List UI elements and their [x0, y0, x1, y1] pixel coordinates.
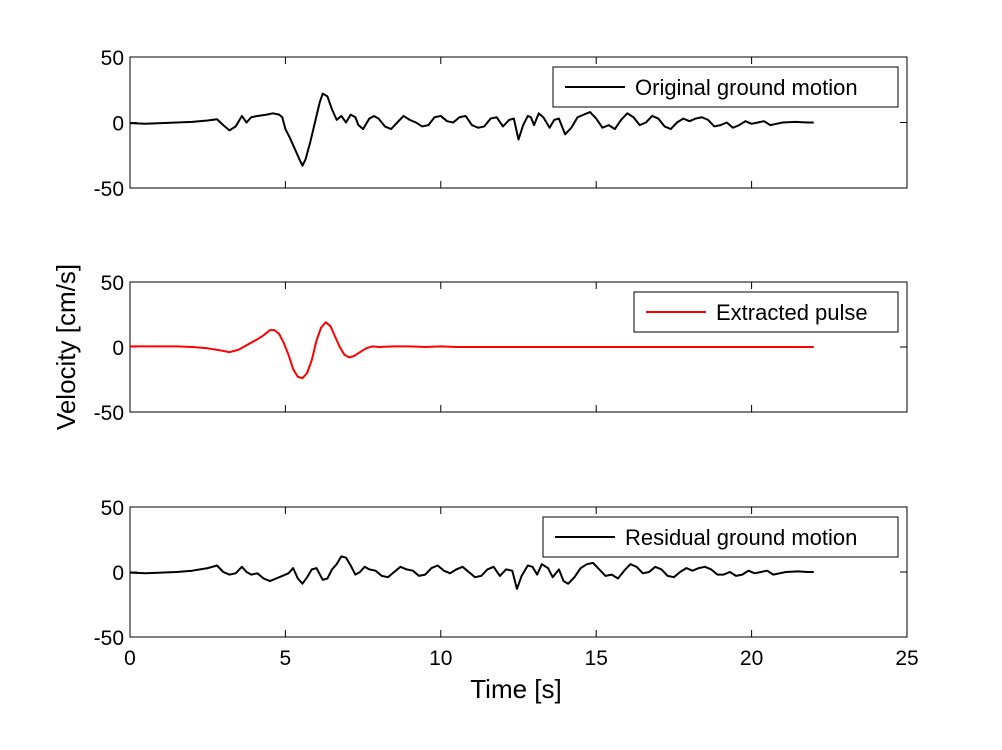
x-tick-label: 15 [585, 647, 608, 670]
y-axis-label: Velocity [cm/s] [51, 264, 81, 430]
y-tick-label: 50 [101, 272, 124, 295]
panel-original: -50 0 50 Original ground motion [94, 47, 908, 201]
x-tick-label: 0 [124, 647, 136, 670]
legend-label: Residual ground motion [625, 525, 857, 550]
x-tick-label: 10 [429, 647, 452, 670]
legend-label: Original ground motion [635, 75, 858, 100]
legend-original: Original ground motion [552, 66, 899, 108]
legend-pulse: Extracted pulse [633, 291, 899, 333]
y-tick-label: 50 [101, 497, 124, 520]
x-tick-label: 20 [740, 647, 763, 670]
y-tick-label: -50 [94, 178, 124, 201]
y-tick-label: 0 [112, 337, 124, 360]
x-tick-label: 25 [895, 647, 918, 670]
series-line-original [129, 92, 814, 167]
y-tick-label: -50 [94, 627, 124, 650]
y-tick-label: 0 [112, 562, 124, 585]
series-line-residual [129, 555, 814, 590]
x-axis-label: Time [s] [470, 674, 561, 704]
legend-residual: Residual ground motion [542, 516, 899, 558]
y-tick-label: 0 [112, 113, 124, 136]
x-tick-label: 5 [280, 647, 292, 670]
y-tick-label: 50 [101, 47, 124, 70]
panel-pulse: -50 0 50 Extracted pulse [94, 272, 908, 425]
legend-label: Extracted pulse [716, 300, 868, 325]
series-line-pulse [130, 321, 814, 380]
y-tick-label: -50 [94, 402, 124, 425]
